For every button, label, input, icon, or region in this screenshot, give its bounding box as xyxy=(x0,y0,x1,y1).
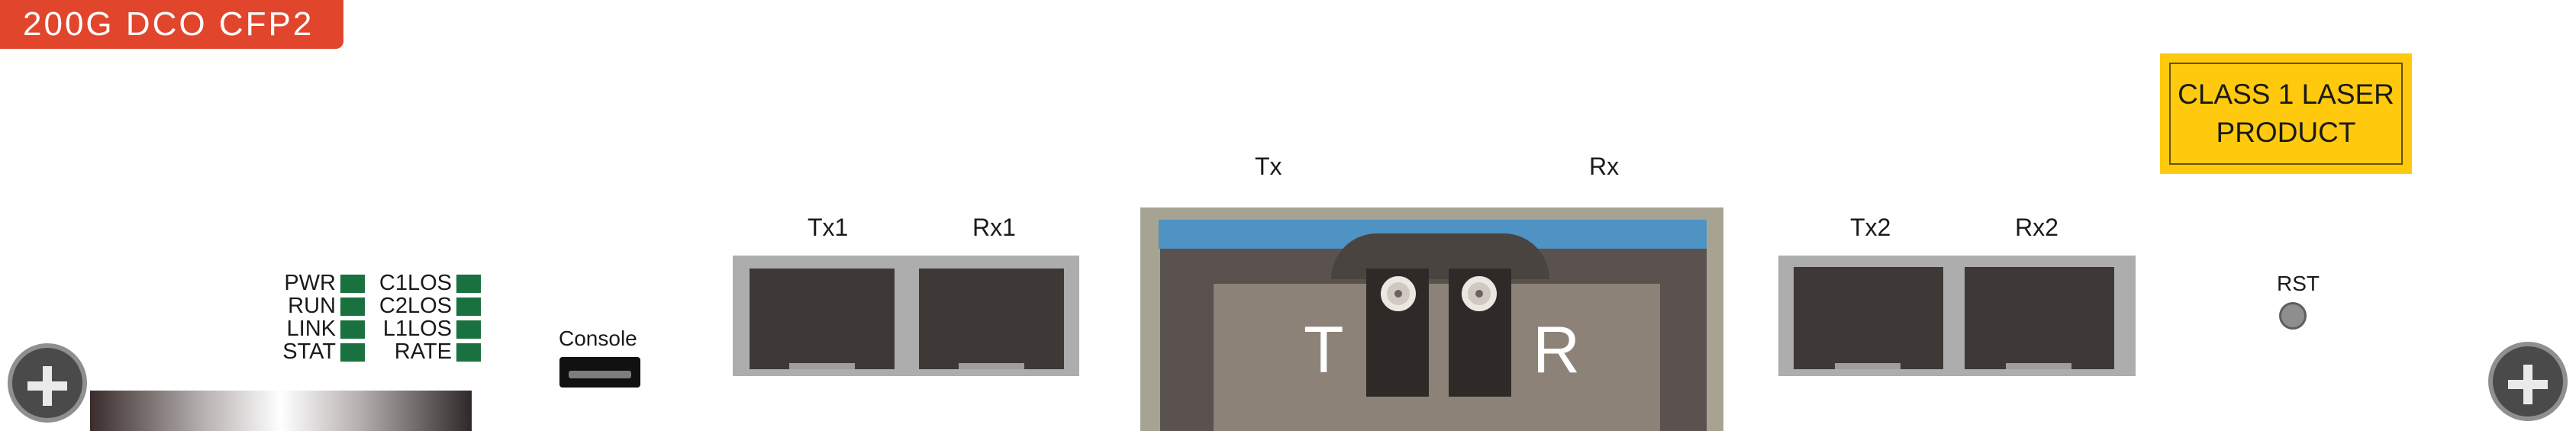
cfp2-label-rx: Rx xyxy=(1589,153,1620,180)
port-rx2-latch xyxy=(2006,363,2071,369)
ferrule-tx-icon xyxy=(1381,276,1416,311)
port-tx2-latch xyxy=(1835,363,1901,369)
led-label-link: LINK xyxy=(286,317,336,341)
laser-warning-label: CLASS 1 LASER PRODUCT xyxy=(2160,53,2412,174)
cfp2-module-hump xyxy=(1331,233,1549,279)
led-c2los xyxy=(456,298,481,316)
led-link xyxy=(340,320,365,339)
port-tx1-latch xyxy=(789,363,855,369)
usb-slot xyxy=(569,371,631,378)
led-l1los xyxy=(456,320,481,339)
port-rx1-latch xyxy=(959,363,1024,369)
port-rx2[interactable] xyxy=(1965,267,2114,369)
led-rate xyxy=(456,343,481,362)
led-label-stat: STAT xyxy=(282,339,336,364)
led-label-c2los: C2LOS xyxy=(379,294,452,318)
cfp2-letter-t: T xyxy=(1304,314,1344,387)
console-port[interactable] xyxy=(559,357,640,388)
product-title-tag: 200G DCO CFP2 xyxy=(0,0,343,49)
laser-label-line2: PRODUCT xyxy=(2216,117,2356,148)
led-label-run: RUN xyxy=(288,294,336,318)
port-rx1[interactable] xyxy=(919,269,1064,369)
product-title: 200G DCO CFP2 xyxy=(23,5,314,43)
port-label-tx2: Tx2 xyxy=(1850,214,1891,241)
screw-left-icon xyxy=(8,343,87,423)
led-label-c1los: C1LOS xyxy=(379,271,452,295)
console-label: Console xyxy=(559,326,637,350)
cfp2-label-tx: Tx xyxy=(1255,153,1282,180)
laser-label-line1: CLASS 1 LASER xyxy=(2178,79,2394,110)
led-c1los xyxy=(456,275,481,293)
led-label-rate: RATE xyxy=(394,339,452,364)
led-pwr xyxy=(340,275,365,293)
port-tx1[interactable] xyxy=(750,269,895,369)
port-label-rx2: Rx2 xyxy=(2015,214,2059,241)
led-stat xyxy=(340,343,365,362)
screw-right-icon xyxy=(2488,342,2568,421)
cfp2-letter-r: R xyxy=(1533,314,1581,387)
led-label-pwr: PWR xyxy=(284,271,336,295)
port-tx2[interactable] xyxy=(1794,267,1943,369)
port-label-rx1: Rx1 xyxy=(972,214,1016,241)
reset-button[interactable] xyxy=(2279,302,2307,330)
port-label-tx1: Tx1 xyxy=(808,214,849,241)
led-label-l1los: L1LOS xyxy=(382,317,452,341)
led-run xyxy=(340,298,365,316)
cfp2-module-face xyxy=(1214,284,1660,431)
ferrule-rx-icon xyxy=(1462,276,1497,311)
handle-bar xyxy=(90,391,472,431)
reset-label: RST xyxy=(2277,272,2320,295)
